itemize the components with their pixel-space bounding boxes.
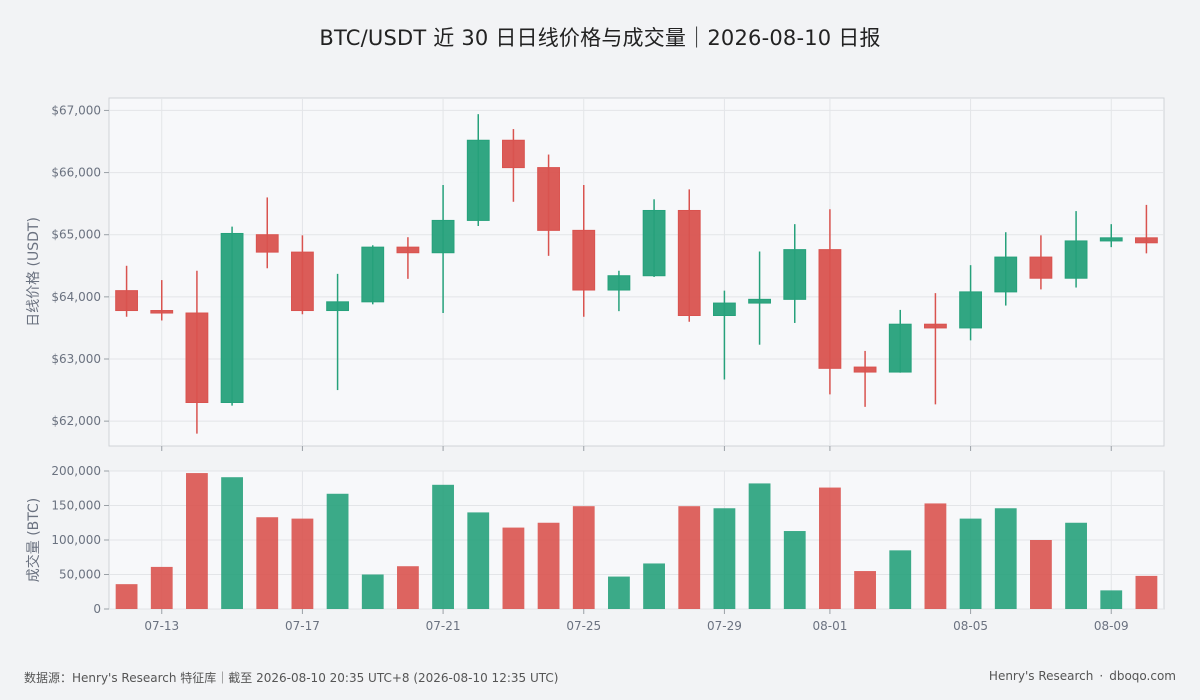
candle-body <box>1099 237 1123 242</box>
candle-body <box>220 232 244 403</box>
footer-credit: Henry's Research · dboqo.com <box>989 669 1176 683</box>
candle-body <box>677 209 701 317</box>
volume-bar <box>783 531 806 609</box>
candle-body <box>607 275 631 291</box>
volume-bar <box>713 508 736 609</box>
price-tick-label: $64,000 <box>51 290 101 304</box>
volume-bar <box>256 517 279 609</box>
volume-bar <box>467 512 490 609</box>
candle-body <box>994 256 1018 293</box>
volume-tick-label: 200,000 <box>51 464 101 478</box>
volume-tick-label: 50,000 <box>59 568 101 582</box>
x-tick-label: 08-05 <box>953 619 988 633</box>
volume-bar <box>291 518 314 609</box>
volume-bar <box>397 566 419 609</box>
volume-tick-label: 150,000 <box>51 499 101 513</box>
price-tick-label: $63,000 <box>51 352 101 366</box>
x-tick-label: 07-25 <box>566 619 601 633</box>
candle-body <box>502 139 525 169</box>
candle-body <box>537 167 560 231</box>
price-tick-label: $67,000 <box>51 103 101 117</box>
volume-bar <box>994 508 1017 609</box>
footer-source: 数据源：Henry's Research 特征库｜截至 2026-08-10 2… <box>24 671 559 685</box>
x-tick-label: 07-21 <box>426 619 461 633</box>
candle-body <box>572 229 596 291</box>
candle-body <box>1135 237 1158 244</box>
candle-body <box>1029 256 1053 279</box>
volume-tick-label: 100,000 <box>51 533 101 547</box>
volume-bar <box>221 477 243 609</box>
candle-body <box>888 323 912 373</box>
volume-bar <box>643 563 665 609</box>
price-axis-title: 日线价格 (USDT) <box>26 217 42 327</box>
volume-bar <box>1135 575 1158 609</box>
chart-title: BTC/USDT 近 30 日日线价格与成交量｜2026-08-10 日报 <box>319 26 881 50</box>
candle-body <box>783 249 807 300</box>
candle-body <box>466 139 490 221</box>
footer-site[interactable]: dboqo.com <box>1109 669 1176 683</box>
x-tick-label: 07-17 <box>285 619 320 633</box>
volume-bar <box>186 473 208 609</box>
volume-bar <box>1065 522 1087 609</box>
volume-bar <box>361 574 384 609</box>
volume-bar <box>748 483 771 609</box>
x-tick-label: 07-29 <box>707 619 742 633</box>
x-tick-label: 08-09 <box>1094 619 1129 633</box>
volume-bar <box>432 484 454 609</box>
volume-bar <box>537 522 560 609</box>
x-tick-label: 07-13 <box>144 619 179 633</box>
volume-bar <box>889 550 912 609</box>
candle-body <box>396 246 420 254</box>
price-panel <box>108 97 1165 447</box>
candle-body <box>115 290 138 312</box>
candle-body <box>255 234 279 253</box>
candle-body <box>1064 240 1088 279</box>
x-tick-label: 08-01 <box>812 619 847 633</box>
volume-bar <box>572 506 595 609</box>
volume-bar <box>150 566 173 609</box>
volume-bar <box>678 506 701 609</box>
candle-body <box>713 302 736 317</box>
candle-body <box>642 209 666 277</box>
volume-bar <box>608 576 630 609</box>
candle-body <box>185 312 209 403</box>
candle-body <box>361 246 385 303</box>
volume-tick-label: 0 <box>93 602 101 616</box>
candle-body <box>748 298 771 304</box>
price-tick-label: $62,000 <box>51 414 101 428</box>
volume-bar <box>959 518 982 609</box>
volume-bar <box>924 503 947 609</box>
volume-bar <box>854 571 876 609</box>
candle-body <box>431 219 455 254</box>
volume-bar <box>326 493 349 609</box>
price-tick-label: $66,000 <box>51 166 101 180</box>
candle-body <box>924 323 947 329</box>
volume-bar <box>819 487 841 609</box>
candle-body <box>291 251 314 312</box>
candle-body <box>959 291 982 329</box>
volume-bar <box>1100 590 1123 609</box>
candle-body <box>818 249 842 369</box>
footer-separator: · <box>1099 669 1104 683</box>
candle-body <box>150 310 174 314</box>
price-tick-label: $65,000 <box>51 228 101 242</box>
volume-axis-title: 成交量 (BTC) <box>25 498 42 583</box>
volume-bar <box>1030 540 1052 609</box>
volume-bar <box>502 527 525 609</box>
volume-bar <box>115 584 138 609</box>
footer-brand: Henry's Research <box>988 669 1094 683</box>
candle-body <box>853 366 877 373</box>
candle-body <box>326 301 349 312</box>
